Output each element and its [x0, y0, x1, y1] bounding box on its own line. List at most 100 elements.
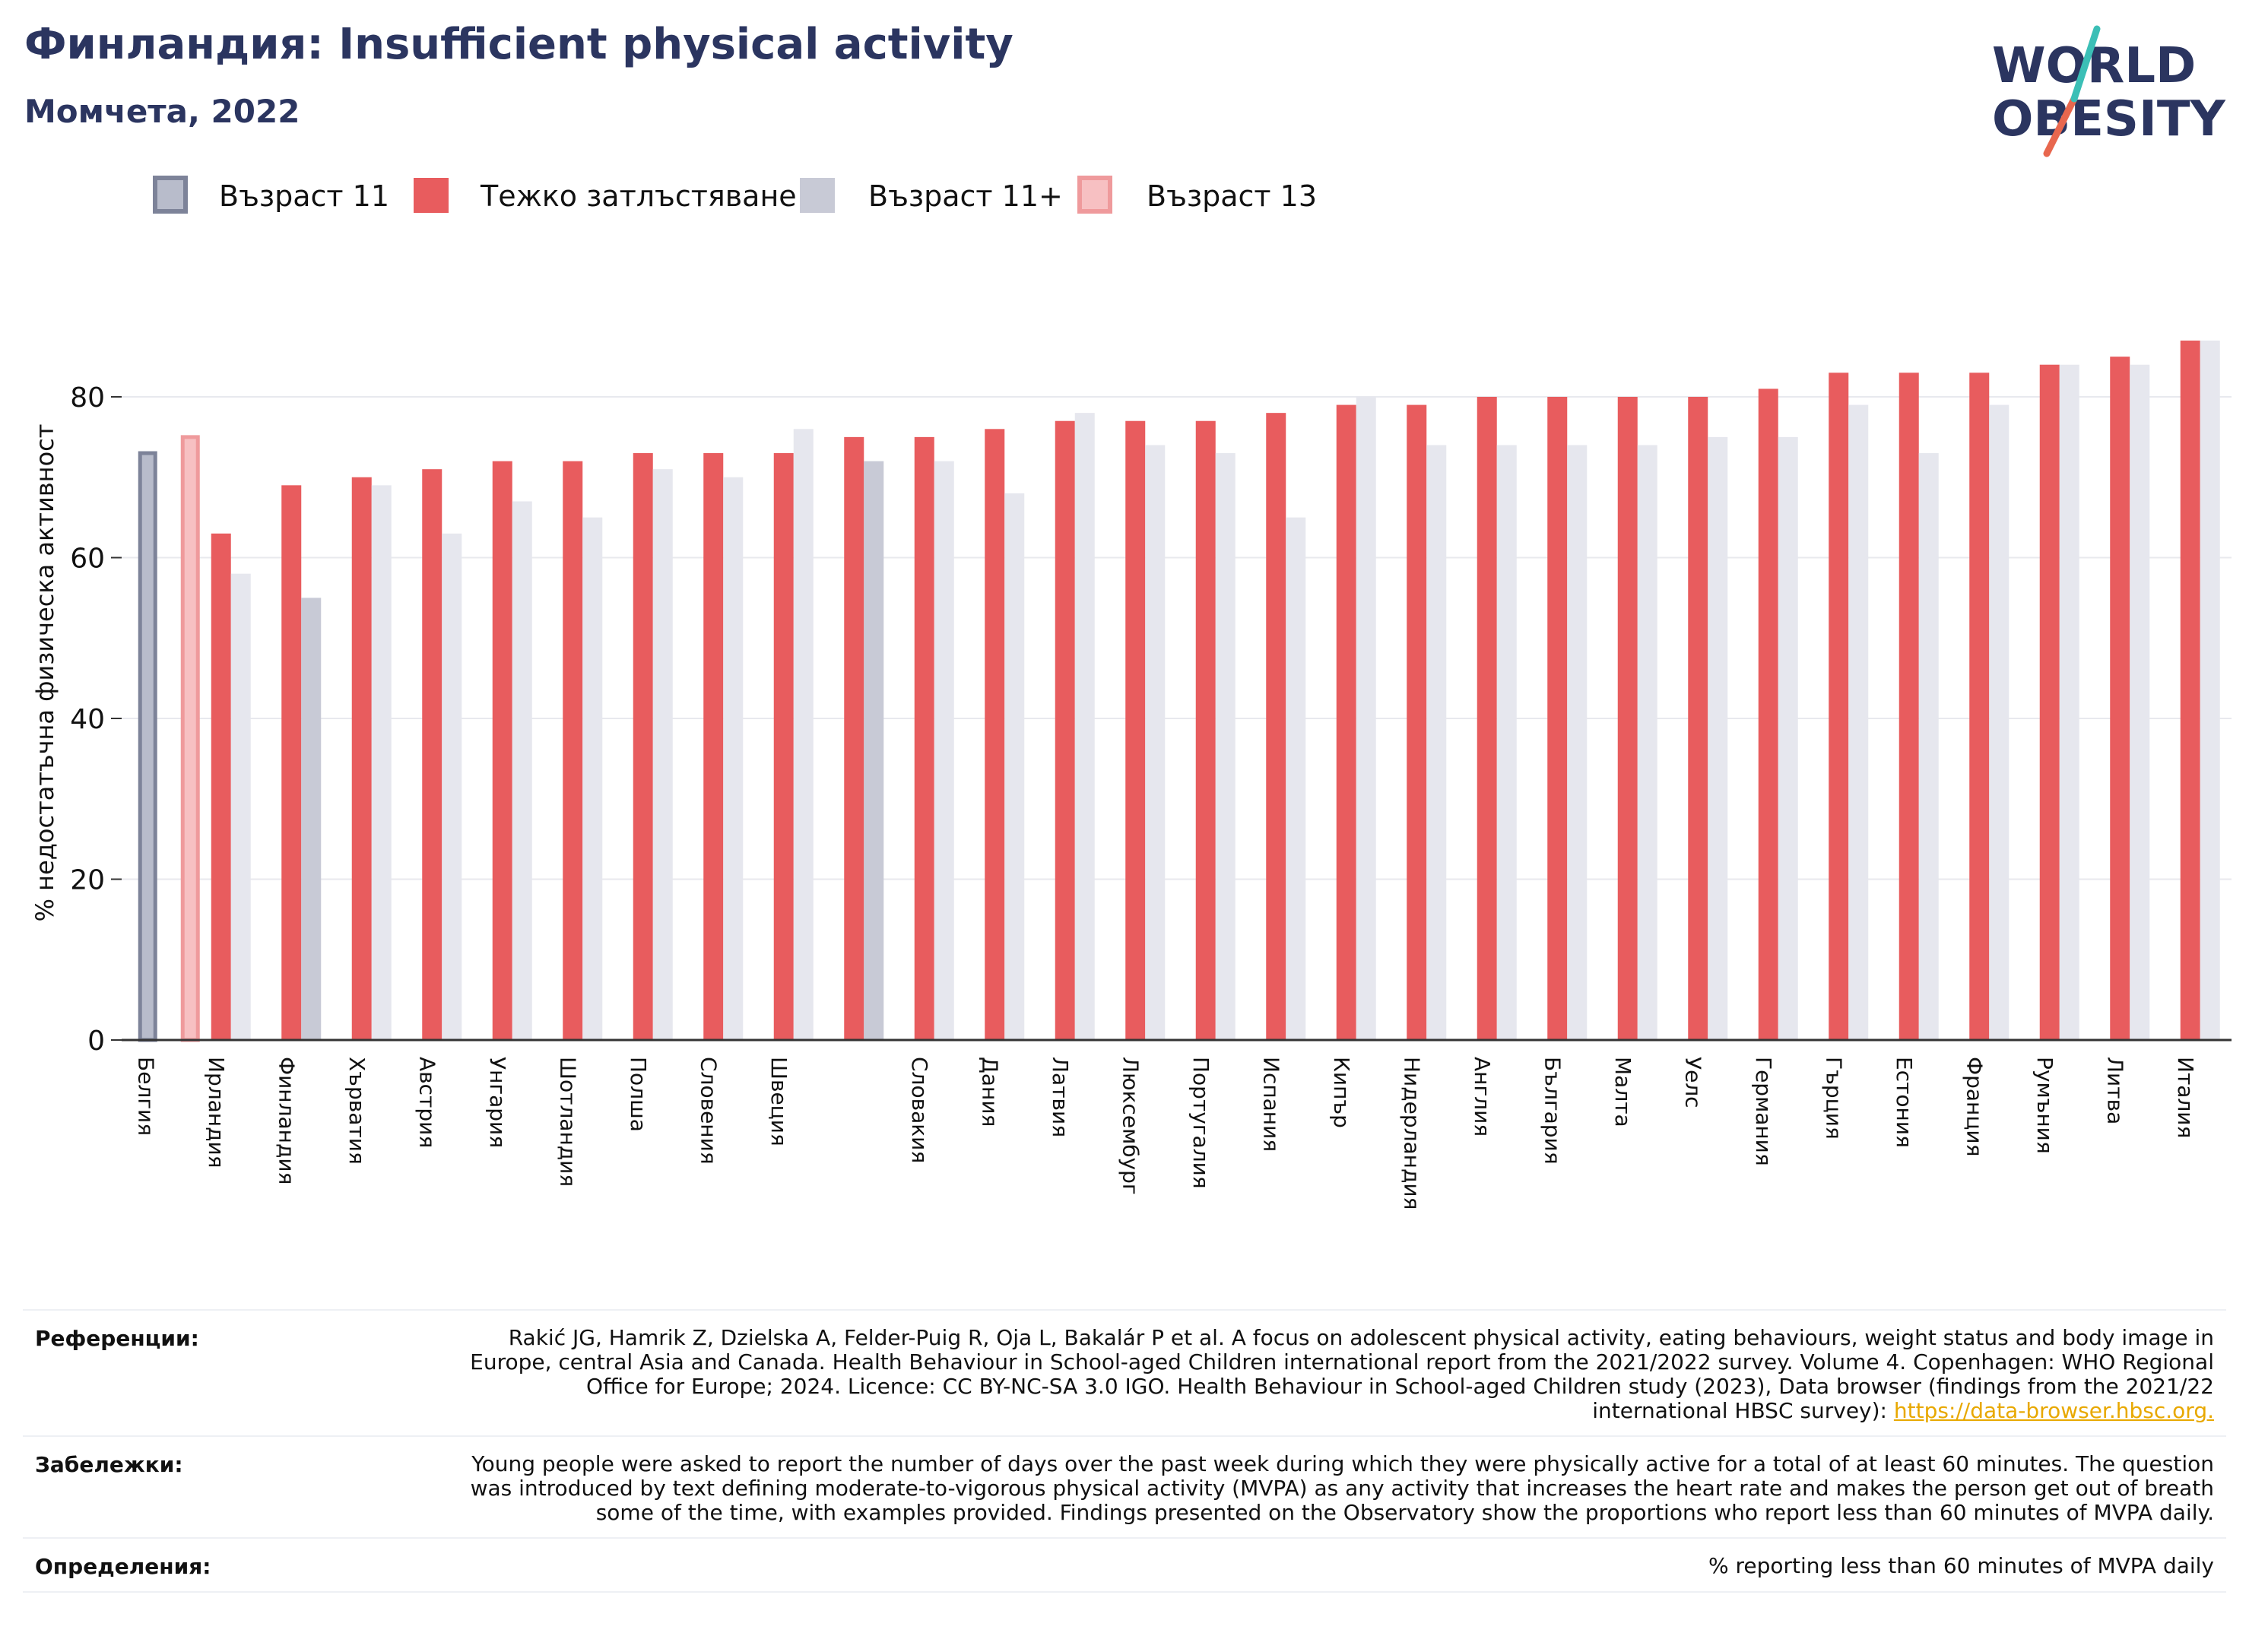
bar-severe-obesity: [422, 469, 443, 1040]
y-tick-label: 60: [70, 544, 105, 575]
x-tick-label: Гърция: [1821, 1057, 1846, 1140]
bar-severe-obesity: [1407, 404, 1427, 1040]
world-obesity-logo: WORLD OBESITY: [1992, 25, 2225, 157]
bar-severe-obesity: [1336, 404, 1356, 1040]
bar-severe-obesity: [1688, 397, 1708, 1040]
bar-severe-obesity: [1477, 397, 1497, 1040]
notes-table: Референции: Rakić JG, Hamrik Z, Dzielska…: [23, 1309, 2226, 1593]
bar-highlight-age11: [138, 451, 157, 1042]
references-text: Rakić JG, Hamrik Z, Dzielska A, Felder-P…: [461, 1326, 2214, 1423]
bar-severe-obesity: [2110, 357, 2130, 1040]
legend-swatch-severe: [414, 178, 449, 213]
chart-legend: Възраст 11 Тежко затлъстяване Възраст 11…: [153, 176, 1317, 214]
bar-age11plus: [582, 517, 603, 1040]
bar-severe-obesity: [351, 477, 372, 1040]
references-link[interactable]: https://data-browser.hbsc.org.: [1893, 1398, 2214, 1423]
x-tick-label: Швеция: [766, 1057, 791, 1146]
x-tick-label: България: [1540, 1057, 1565, 1165]
logo-slash-teal: [2070, 25, 2101, 103]
chart-subtitle: Момчета, 2022: [24, 93, 300, 130]
x-tick-label: Португалия: [1188, 1057, 1213, 1189]
bar-age11plus: [1496, 445, 1517, 1040]
x-tick-label: Словакия: [907, 1057, 932, 1163]
bar-chart: Възраст 11 Тежко затлъстяване Възраст 11…: [30, 176, 2232, 1210]
bar-severe-obesity: [492, 461, 512, 1040]
bar-age11plus: [1567, 445, 1588, 1040]
x-tick-label: Полша: [626, 1057, 651, 1132]
legend-swatch-age11plus: [800, 178, 835, 213]
bar-age11plus: [1074, 413, 1095, 1040]
bar-age11plus: [1848, 404, 1869, 1040]
x-tick-label: Хърватия: [344, 1057, 370, 1165]
bar-severe-obesity: [1617, 397, 1638, 1040]
bar-severe-obesity: [563, 461, 583, 1040]
bar-age11plus: [2200, 340, 2220, 1041]
x-tick-label: Литва: [2102, 1057, 2127, 1124]
bar-age11plus: [512, 501, 532, 1040]
bar-age11plus: [2130, 364, 2150, 1040]
bar-severe-obesity: [1758, 388, 1778, 1040]
x-tick-label: Италия: [2173, 1057, 2198, 1138]
bar-severe-obesity: [1195, 420, 1216, 1040]
x-tick-label: Унгария: [485, 1057, 510, 1148]
grid-lines: [122, 396, 2232, 880]
bar-severe-obesity: [2180, 340, 2200, 1041]
bar-severe-obesity: [773, 453, 794, 1040]
remarks-row: Забележки: Young people were asked to re…: [23, 1435, 2226, 1537]
bar-age11plus: [652, 469, 673, 1040]
x-tick-label: Естония: [1892, 1057, 1917, 1148]
x-tick-label: Финландия: [274, 1057, 299, 1184]
bar-age11plus: [1215, 453, 1236, 1040]
bar-severe-obesity: [1266, 413, 1286, 1040]
legend-swatch-age13: [1077, 176, 1112, 214]
legend-label-age13: Възраст 13: [1147, 179, 1317, 213]
references-row: Референции: Rakić JG, Hamrik Z, Dzielska…: [23, 1309, 2226, 1435]
bar-age11plus: [301, 598, 322, 1040]
bar-age11plus: [1356, 397, 1376, 1040]
x-tick-label: Нидерландия: [1399, 1057, 1424, 1210]
x-tick-label: Люксембург: [1118, 1057, 1143, 1195]
bar-age11plus: [864, 461, 884, 1040]
bar-severe-obesity: [1125, 420, 1146, 1040]
x-tick-label: Австрия: [414, 1057, 439, 1148]
bar-severe-obesity: [1969, 373, 1990, 1040]
bar-severe-obesity: [281, 485, 302, 1040]
x-tick-label: Уелс: [1680, 1057, 1705, 1108]
chart-title: Финландия: Insufficient physical activit…: [24, 20, 1013, 69]
logo-line2: OBESITY: [1992, 91, 2225, 147]
legend-label-age11plus: Възраст 11+: [868, 179, 1063, 213]
x-tick-label: Англия: [1470, 1057, 1495, 1137]
x-tick-label: Малта: [1610, 1057, 1635, 1127]
bar-age11plus: [723, 477, 744, 1040]
legend-swatch-age11: [153, 176, 188, 214]
definitions-text: % reporting less than 60 minutes of MVPA…: [1708, 1553, 2214, 1578]
bar-age11plus: [1286, 517, 1306, 1040]
x-tick-label: Белгия: [133, 1057, 158, 1136]
bar-age11plus: [1145, 445, 1166, 1040]
bar-age11plus: [1426, 445, 1447, 1040]
bar-severe-obesity: [985, 429, 1005, 1040]
bar-severe-obesity: [2039, 364, 2060, 1040]
bar-severe-obesity: [1547, 397, 1568, 1040]
x-tick-label: Шотландия: [555, 1057, 580, 1187]
references-label: Референции:: [35, 1326, 199, 1351]
bar-severe-obesity: [633, 453, 653, 1040]
y-axis-label: % недостатъчна физическа активност: [30, 424, 59, 922]
x-axis-labels: Белгия Ирландия Финландия Хърватия Австрия Ун…: [133, 1057, 2198, 1210]
y-axis-ticks: 0 20 40 60 80: [70, 382, 122, 1057]
y-tick-label: 40: [70, 704, 105, 735]
x-tick-label: Дания: [977, 1057, 1002, 1127]
bar-highlight-age13: [180, 435, 200, 1042]
bar-age11plus: [230, 573, 251, 1040]
bar-severe-obesity: [1829, 373, 1849, 1040]
bar-age11plus: [442, 533, 462, 1040]
definitions-row: Определения: % reporting less than 60 mi…: [23, 1537, 2226, 1593]
y-tick-label: 20: [70, 865, 105, 896]
bar-severe-obesity: [844, 436, 864, 1040]
bar-severe-obesity: [1898, 373, 1919, 1040]
logo-slash-orange: [2043, 95, 2078, 157]
x-tick-label: Ирландия: [204, 1057, 229, 1168]
bar-severe-obesity: [1055, 420, 1075, 1040]
y-tick-label: 0: [87, 1026, 105, 1057]
definitions-label: Определения:: [35, 1554, 211, 1579]
